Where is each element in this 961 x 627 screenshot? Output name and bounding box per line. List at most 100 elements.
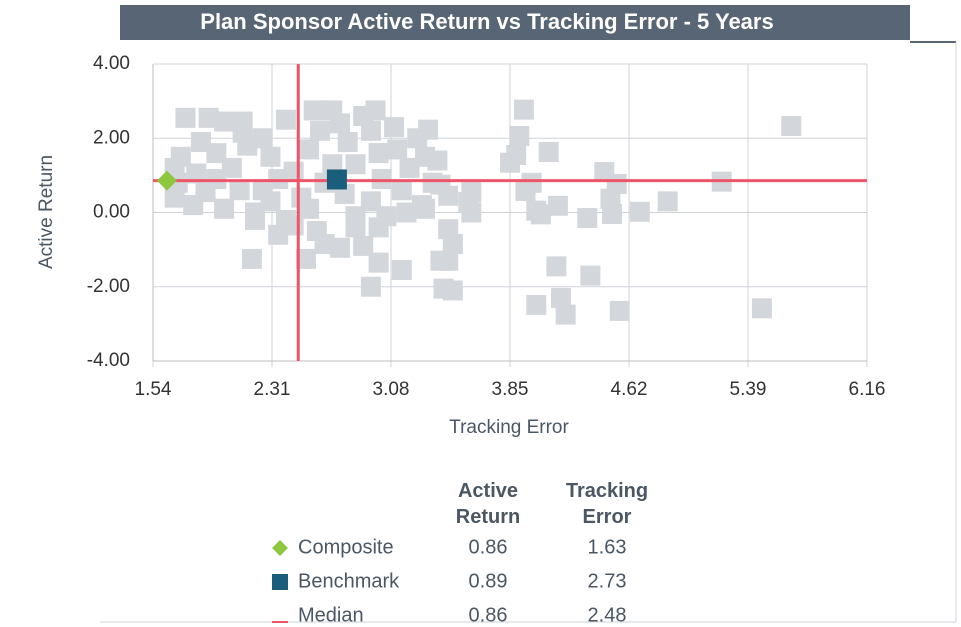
- marker: [190, 131, 211, 152]
- marker: [206, 143, 227, 164]
- table-header: Tracking Error: [565, 480, 649, 528]
- marker: [509, 126, 530, 147]
- marker: [322, 154, 343, 175]
- marker: [175, 107, 196, 128]
- table-value: 0.86: [469, 536, 508, 558]
- title-bar: [120, 5, 910, 40]
- marker: [368, 217, 389, 238]
- x-tick-label: 6.16: [849, 379, 886, 400]
- marker: [506, 144, 527, 165]
- marker: [580, 265, 601, 286]
- table-value: 2.48: [588, 604, 627, 626]
- marker: [326, 169, 347, 190]
- marker: [600, 188, 621, 209]
- marker: [427, 150, 448, 171]
- legend-label: Median: [298, 604, 364, 626]
- marker: [515, 180, 536, 201]
- y-tick-label: -4.00: [87, 350, 130, 371]
- marker: [442, 280, 463, 301]
- marker: [296, 248, 316, 269]
- marker: [345, 217, 366, 238]
- marker: [214, 198, 235, 219]
- marker: [368, 143, 389, 164]
- marker: [345, 154, 366, 175]
- marker: [268, 224, 289, 245]
- chart-title: Plan Sponsor Active Return vs Tracking E…: [200, 9, 773, 34]
- y-tick-label: 0.00: [93, 202, 130, 223]
- marker: [526, 294, 547, 315]
- marker: [186, 163, 207, 184]
- marker: [309, 120, 330, 141]
- marker: [195, 182, 216, 203]
- marker: [602, 203, 622, 224]
- marker: [214, 111, 235, 132]
- marker: [396, 202, 417, 223]
- marker: [368, 252, 389, 273]
- marker: [547, 195, 568, 216]
- table-value: 0.86: [469, 604, 508, 626]
- x-tick-label: 1.54: [135, 379, 172, 400]
- marker: [555, 304, 576, 325]
- x-axis-label: Tracking Error: [449, 417, 569, 438]
- marker: [360, 120, 381, 141]
- marker: [283, 161, 304, 182]
- marker: [461, 202, 482, 223]
- marker: [430, 250, 451, 271]
- marker: [551, 287, 571, 308]
- marker: [577, 208, 598, 229]
- table-header: Active Return: [455, 480, 521, 528]
- marker: [260, 146, 281, 167]
- marker: [299, 139, 320, 160]
- marker: [241, 248, 262, 269]
- marker: [232, 111, 253, 132]
- legend-label: Benchmark: [298, 570, 400, 592]
- marker: [299, 198, 320, 219]
- marker: [245, 209, 265, 230]
- x-tick-label: 5.39: [730, 379, 767, 400]
- marker: [237, 135, 258, 156]
- table-value: 2.73: [588, 570, 627, 592]
- marker: [360, 191, 381, 212]
- marker: [198, 107, 219, 128]
- marker: [330, 113, 350, 134]
- marker: [657, 191, 678, 212]
- marker: [411, 195, 432, 216]
- y-axis-label: Active Return: [36, 155, 57, 269]
- table-value: 1.63: [588, 536, 627, 558]
- marker: [629, 201, 650, 222]
- marker: [337, 131, 358, 152]
- marker: [330, 237, 350, 258]
- marker: [360, 276, 381, 297]
- x-tick-label: 2.31: [254, 379, 291, 400]
- marker: [442, 234, 463, 255]
- legend-label: Composite: [298, 536, 394, 558]
- marker: [252, 180, 273, 201]
- marker: [221, 157, 242, 178]
- marker: [391, 180, 412, 201]
- marker: [418, 119, 439, 140]
- y-tick-label: 2.00: [93, 127, 130, 148]
- marker: [751, 298, 772, 319]
- marker: [229, 180, 250, 201]
- marker: [303, 100, 324, 121]
- x-tick-label: 3.08: [373, 379, 410, 400]
- marker: [156, 170, 177, 191]
- x-tick-label: 4.62: [611, 379, 648, 400]
- y-tick-label: 4.00: [93, 53, 130, 74]
- marker: [353, 235, 374, 256]
- marker: [314, 234, 335, 255]
- marker: [530, 204, 551, 225]
- x-tick-label: 3.85: [492, 379, 529, 400]
- marker: [272, 574, 288, 590]
- marker: [365, 100, 386, 121]
- marker: [546, 256, 567, 277]
- marker: [438, 185, 459, 206]
- marker: [272, 540, 288, 556]
- marker: [538, 141, 559, 162]
- marker: [275, 109, 296, 130]
- marker: [164, 187, 185, 208]
- marker: [384, 117, 405, 138]
- y-tick-label: -2.00: [87, 276, 130, 297]
